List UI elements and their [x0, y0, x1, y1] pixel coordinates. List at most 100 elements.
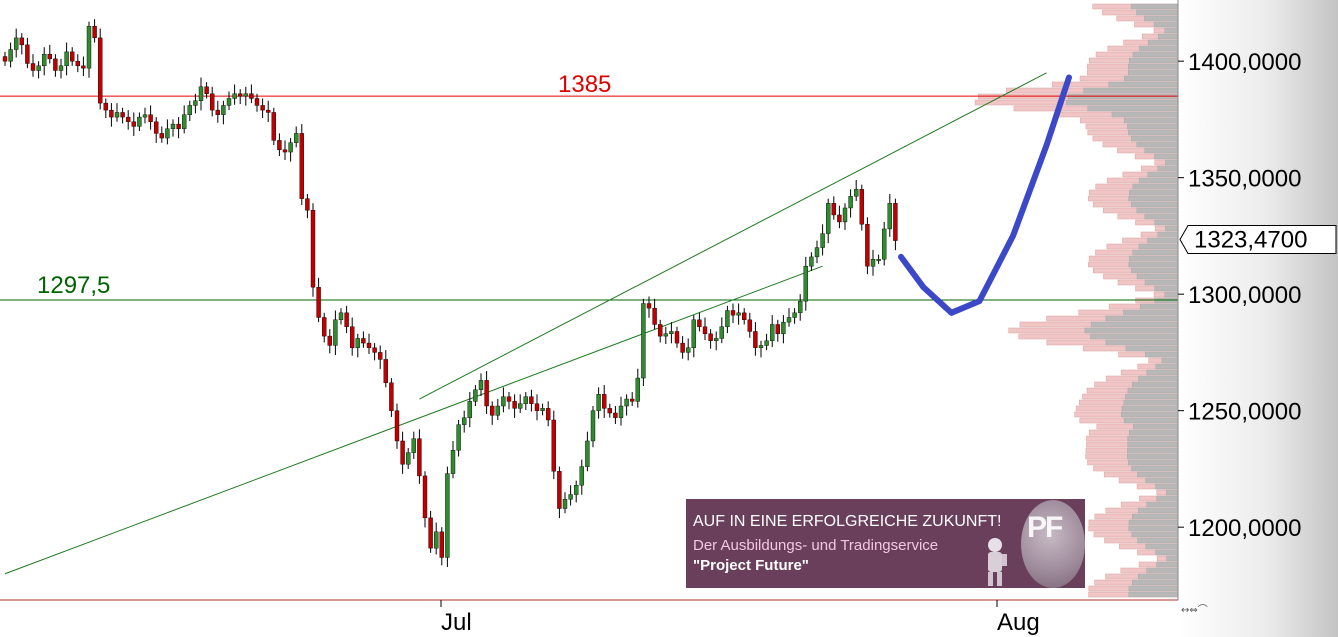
candle: [792, 308, 797, 324]
candle: [719, 317, 724, 344]
volume-profile-bar-inner: [1157, 231, 1179, 238]
candle-body-down: [646, 303, 652, 309]
candle: [702, 317, 708, 341]
candle-body-down: [159, 133, 165, 139]
candle: [596, 387, 601, 419]
candle: [641, 298, 646, 386]
candle: [770, 315, 775, 348]
candle-body-down: [428, 517, 433, 549]
candle-body-down: [893, 203, 898, 241]
candle-body-down: [372, 347, 377, 353]
candle: [344, 305, 349, 334]
scroll-zoom-icons[interactable]: ↔⇔⌒: [1181, 605, 1208, 616]
candle-body-up: [187, 105, 193, 115]
candle-body-down: [310, 210, 316, 288]
candle: [495, 399, 500, 420]
candle: [176, 117, 181, 139]
volume-profile-bar-inner: [1158, 33, 1179, 40]
candle-body-down: [92, 26, 97, 39]
candle: [691, 315, 696, 358]
candle-body-up: [663, 333, 668, 337]
volume-profile-bar-inner: [1164, 27, 1179, 34]
candle: [288, 138, 293, 162]
volume-profile-bar-inner: [1132, 513, 1179, 520]
candle: [434, 522, 439, 555]
volume-profile-bar-inner: [1166, 555, 1179, 562]
candle: [490, 401, 495, 425]
promo-banner[interactable]: PF AUF IN EINE ERFOLGREICHE ZUKUNFT! Der…: [686, 499, 1085, 588]
candle-body-up: [445, 473, 450, 558]
volume-profile-bar-inner: [1145, 351, 1179, 358]
volume-profile-bar-inner: [1123, 309, 1179, 316]
candle: [282, 140, 288, 160]
last-price-marker: 1323,4700: [1179, 224, 1337, 254]
volume-profile-bar-inner: [1147, 171, 1179, 178]
candle-body-down: [702, 326, 708, 334]
volume-profile-bar-inner: [1111, 111, 1179, 118]
candle-body-up: [641, 303, 646, 379]
candle: [478, 373, 484, 396]
volume-profile-bar-inner: [1155, 483, 1179, 490]
volume-profile-bar-inner: [1166, 489, 1179, 496]
candle-body-up: [170, 123, 176, 129]
volume-profile-bar-inner: [1128, 429, 1179, 436]
channel-line-upper: [419, 72, 1047, 400]
candle-body-down: [260, 105, 265, 111]
candle-body-down: [153, 121, 159, 134]
candle: [226, 91, 232, 111]
candle: [473, 385, 478, 407]
candle-body-down: [674, 331, 680, 344]
candle-body-down: [277, 140, 282, 150]
candle-body-up: [193, 100, 198, 106]
candle: [8, 42, 13, 68]
candle-body-up: [355, 338, 360, 348]
candle: [546, 401, 551, 427]
candle: [170, 119, 176, 137]
candle: [86, 21, 92, 78]
candle-body-down: [607, 408, 612, 414]
candle-body-down: [490, 405, 495, 416]
candle: [579, 459, 584, 495]
candle-body-down: [69, 51, 75, 62]
volume-profile-bar-inner: [1129, 57, 1179, 64]
candle: [137, 112, 142, 132]
volume-profile-bar-inner: [1132, 249, 1179, 256]
candle-body-down: [249, 93, 254, 99]
candle: [114, 103, 120, 122]
candle-body-down: [19, 37, 24, 46]
candle: [271, 107, 276, 146]
volume-profile-bar-inner: [1138, 507, 1179, 514]
candle-body-up: [523, 396, 528, 404]
candle-body-up: [820, 233, 825, 248]
candle-body-up: [826, 203, 831, 234]
candle-body-up: [781, 321, 786, 334]
candle: [165, 119, 170, 145]
astronaut-icon: [988, 538, 1007, 586]
candle-body-down: [680, 342, 685, 353]
candle-body-up: [848, 196, 853, 209]
y-tick-label: 1400,0000: [1188, 49, 1301, 76]
candle: [534, 394, 540, 421]
candle-body-up: [243, 93, 249, 97]
volume-profile-bar-inner: [1124, 117, 1179, 124]
volume-profile-bar-inner: [1144, 213, 1179, 220]
volume-profile-bar-inner: [1127, 447, 1179, 454]
candle: [299, 124, 304, 205]
candle-body-down: [439, 531, 444, 558]
candle-body-up: [181, 114, 187, 129]
last-price-box: [1179, 224, 1337, 254]
volume-profile-bar-inner: [1165, 225, 1179, 232]
volume-profile-bar-inner: [1138, 243, 1179, 250]
candle-body-up: [456, 424, 461, 451]
candle: [826, 198, 831, 244]
candle: [120, 107, 125, 124]
candle: [350, 317, 355, 356]
candle: [809, 252, 814, 271]
candle: [590, 406, 596, 448]
candle-body-up: [764, 340, 769, 346]
candle-body-up: [882, 228, 887, 260]
candle-body-down: [658, 324, 663, 337]
candle: [848, 189, 853, 218]
candle-body-down: [131, 121, 137, 127]
candle: [428, 510, 433, 553]
